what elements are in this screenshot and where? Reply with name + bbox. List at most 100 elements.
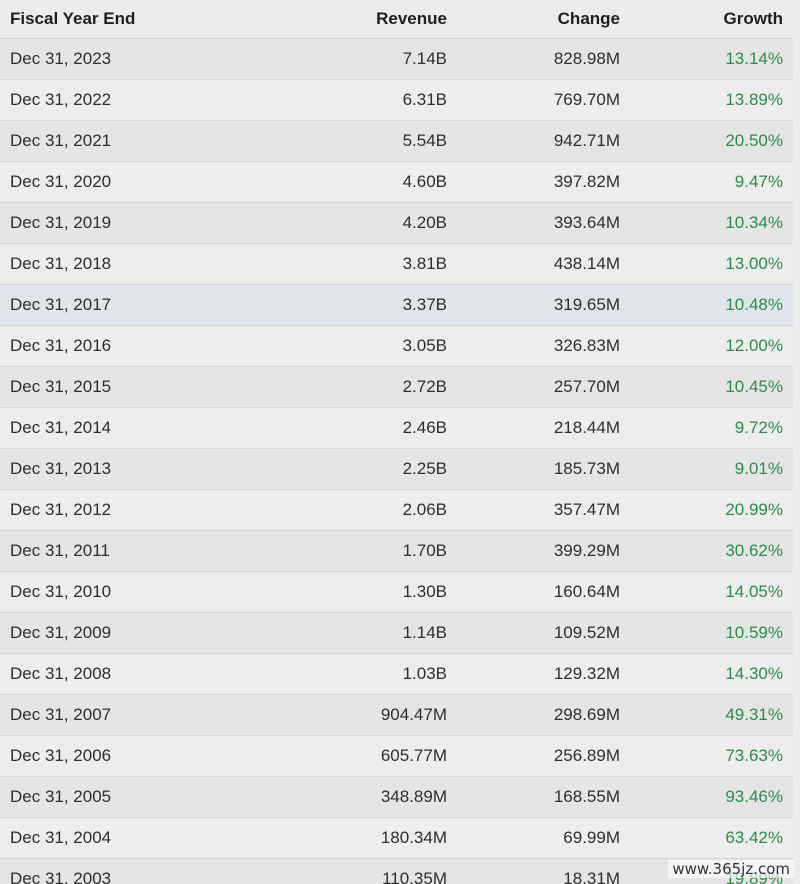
growth-cell: 10.45% <box>725 376 783 396</box>
fiscal-year-end-cell: Dec 31, 2017 <box>10 294 112 314</box>
revenue-cell: 180.34M <box>380 827 447 847</box>
revenue-cell: 904.47M <box>380 704 447 724</box>
fiscal-year-end-cell: Dec 31, 2018 <box>10 253 112 273</box>
growth-cell: 49.31% <box>725 704 783 724</box>
change-cell: 326.83M <box>553 335 620 355</box>
table-row[interactable]: Dec 31, 2006 605.77M 256.89M 73.63% <box>0 735 793 776</box>
revenue-cell: 6.31B <box>402 89 447 109</box>
change-cell: 257.70M <box>553 376 620 396</box>
fiscal-year-end-cell: Dec 31, 2005 <box>10 786 112 806</box>
fiscal-year-end-cell: Dec 31, 2007 <box>10 704 112 724</box>
growth-cell: 12.00% <box>725 335 783 355</box>
fiscal-year-end-cell: Dec 31, 2022 <box>10 89 112 109</box>
change-cell: 256.89M <box>553 745 620 765</box>
table-row[interactable]: Dec 31, 2019 4.20B 393.64M 10.34% <box>0 202 793 243</box>
table-row[interactable]: Dec 31, 2018 3.81B 438.14M 13.00% <box>0 243 793 284</box>
header-fiscal-year-end[interactable]: Fiscal Year End <box>10 8 136 28</box>
revenue-cell: 348.89M <box>380 786 447 806</box>
revenue-cell: 2.46B <box>402 417 447 437</box>
table-row[interactable]: Dec 31, 2016 3.05B 326.83M 12.00% <box>0 325 793 366</box>
table-row[interactable]: Dec 31, 2022 6.31B 769.70M 13.89% <box>0 79 793 120</box>
revenue-cell: 1.03B <box>402 663 447 683</box>
change-cell: 438.14M <box>553 253 620 273</box>
change-cell: 218.44M <box>553 417 620 437</box>
fiscal-year-end-cell: Dec 31, 2016 <box>10 335 112 355</box>
growth-cell: 13.00% <box>725 253 783 273</box>
table-row[interactable]: Dec 31, 2023 7.14B 828.98M 13.14% <box>0 38 793 79</box>
fiscal-year-end-cell: Dec 31, 2012 <box>10 499 112 519</box>
growth-cell: 9.47% <box>734 171 783 191</box>
revenue-cell: 2.72B <box>402 376 447 396</box>
table-row[interactable]: Dec 31, 2010 1.30B 160.64M 14.05% <box>0 571 793 612</box>
table-row[interactable]: Dec 31, 2004 180.34M 69.99M 63.42% <box>0 817 793 858</box>
table-row[interactable]: Dec 31, 2011 1.70B 399.29M 30.62% <box>0 530 793 571</box>
revenue-cell: 5.54B <box>402 130 447 150</box>
revenue-cell: 605.77M <box>380 745 447 765</box>
fiscal-year-end-cell: Dec 31, 2009 <box>10 622 112 642</box>
table-body: Dec 31, 2023 7.14B 828.98M 13.14% Dec 31, 20… <box>0 38 793 884</box>
change-cell: 769.70M <box>553 89 620 109</box>
growth-cell: 13.89% <box>725 89 783 109</box>
growth-cell: 9.01% <box>734 458 783 478</box>
growth-cell: 13.14% <box>725 48 783 68</box>
header-change[interactable]: Change <box>557 8 620 28</box>
table-row[interactable]: Dec 31, 2012 2.06B 357.47M 20.99% <box>0 489 793 530</box>
fiscal-year-end-cell: Dec 31, 2004 <box>10 827 112 847</box>
change-cell: 393.64M <box>553 212 620 232</box>
change-cell: 298.69M <box>553 704 620 724</box>
revenue-cell: 2.25B <box>402 458 447 478</box>
growth-cell: 10.48% <box>725 294 783 314</box>
table-row[interactable]: Dec 31, 2005 348.89M 168.55M 93.46% <box>0 776 793 817</box>
fiscal-year-end-cell: Dec 31, 2014 <box>10 417 112 437</box>
header-row: Fiscal Year End Revenue Change Growth <box>0 0 793 38</box>
change-cell: 828.98M <box>553 48 620 68</box>
growth-cell: 14.30% <box>725 663 783 683</box>
fiscal-year-end-cell: Dec 31, 2006 <box>10 745 112 765</box>
table-row[interactable]: Dec 31, 2013 2.25B 185.73M 9.01% <box>0 448 793 489</box>
revenue-cell: 3.37B <box>402 294 447 314</box>
revenue-cell: 2.06B <box>402 499 447 519</box>
revenue-cell: 4.60B <box>402 171 447 191</box>
revenue-cell: 3.05B <box>402 335 447 355</box>
change-cell: 160.64M <box>553 581 620 601</box>
table-row[interactable]: Dec 31, 2009 1.14B 109.52M 10.59% <box>0 612 793 653</box>
fiscal-year-end-cell: Dec 31, 2003 <box>10 868 112 884</box>
table-header: Fiscal Year End Revenue Change Growth <box>0 0 793 38</box>
table-row[interactable]: Dec 31, 2007 904.47M 298.69M 49.31% <box>0 694 793 735</box>
growth-cell: 10.34% <box>725 212 783 232</box>
revenue-cell: 1.14B <box>402 622 447 642</box>
change-cell: 942.71M <box>553 130 620 150</box>
growth-cell: 63.42% <box>725 827 783 847</box>
fiscal-year-end-cell: Dec 31, 2019 <box>10 212 112 232</box>
header-growth[interactable]: Growth <box>723 8 784 28</box>
growth-cell: 20.99% <box>725 499 783 519</box>
growth-cell: 20.50% <box>725 130 783 150</box>
fiscal-year-end-cell: Dec 31, 2011 <box>10 540 110 560</box>
table-row[interactable]: Dec 31, 2020 4.60B 397.82M 9.47% <box>0 161 793 202</box>
growth-cell: 14.05% <box>725 581 783 601</box>
change-cell: 357.47M <box>553 499 620 519</box>
change-cell: 397.82M <box>553 171 620 191</box>
fiscal-year-end-cell: Dec 31, 2023 <box>10 48 112 68</box>
fiscal-year-end-cell: Dec 31, 2020 <box>10 171 112 191</box>
table-row[interactable]: Dec 31, 2015 2.72B 257.70M 10.45% <box>0 366 793 407</box>
table-row[interactable]: Dec 31, 2008 1.03B 129.32M 14.30% <box>0 653 793 694</box>
revenue-cell: 110.35M <box>382 868 447 884</box>
table-row[interactable]: Dec 31, 2017 3.37B 319.65M 10.48% <box>0 284 793 325</box>
revenue-cell: 1.30B <box>402 581 447 601</box>
header-revenue[interactable]: Revenue <box>376 8 447 28</box>
revenue-cell: 4.20B <box>402 212 447 232</box>
fiscal-year-end-cell: Dec 31, 2021 <box>10 130 112 150</box>
revenue-cell: 7.14B <box>402 48 447 68</box>
change-cell: 129.32M <box>553 663 620 683</box>
table-row[interactable]: Dec 31, 2021 5.54B 942.71M 20.50% <box>0 120 793 161</box>
table-row[interactable]: Dec 31, 2014 2.46B 218.44M 9.72% <box>0 407 793 448</box>
revenue-cell: 1.70B <box>402 540 447 560</box>
revenue-cell: 3.81B <box>402 253 447 273</box>
change-cell: 319.65M <box>553 294 620 314</box>
watermark-text: www.365jz.com <box>668 860 794 878</box>
fiscal-year-end-cell: Dec 31, 2013 <box>10 458 112 478</box>
